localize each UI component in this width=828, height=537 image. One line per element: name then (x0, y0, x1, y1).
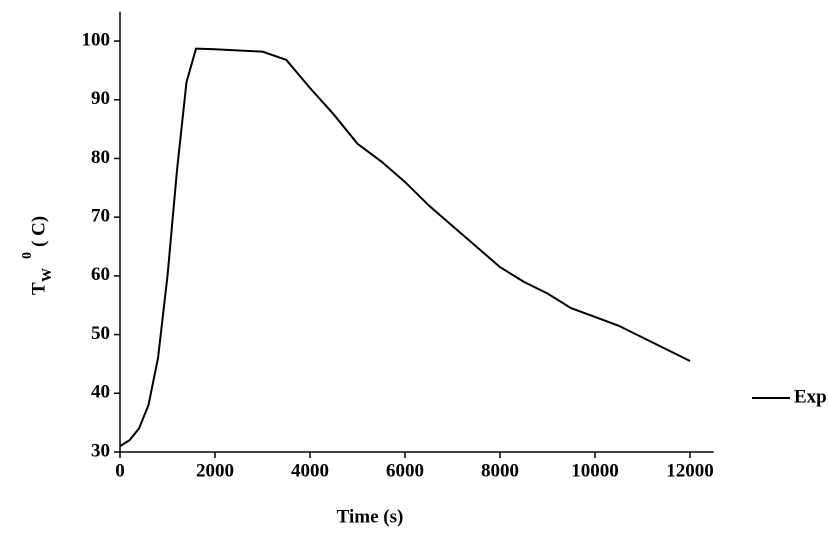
y-tick-label: 30 (91, 440, 110, 461)
x-tick-label: 0 (115, 460, 125, 481)
x-tick-label: 8000 (481, 460, 519, 481)
legend-label: Exp # 1 (794, 386, 828, 407)
x-tick-label: 12000 (666, 460, 714, 481)
line-series (119, 47, 691, 447)
y-label-sub: W (40, 268, 55, 282)
y-label-sup: 0 (20, 252, 35, 259)
x-axis-label: Time (s) (337, 506, 404, 527)
x-tick-label: 10000 (571, 460, 619, 481)
x-tick-label: 6000 (386, 460, 424, 481)
x-tick-label: 4000 (291, 460, 329, 481)
y-axis-label: T W 0 ( C) (20, 216, 55, 295)
y-tick-label: 70 (91, 206, 110, 227)
y-label-unit: ( C) (28, 216, 49, 247)
y-label-main: T (28, 282, 49, 295)
y-tick-label: 60 (91, 264, 110, 285)
x-tick-label: 2000 (196, 460, 234, 481)
y-tick-label: 50 (91, 323, 110, 344)
y-tick-label: 100 (82, 29, 111, 50)
y-tick-label: 80 (91, 147, 110, 168)
y-tick-label: 90 (91, 88, 110, 109)
y-tick-label: 40 (91, 382, 110, 403)
